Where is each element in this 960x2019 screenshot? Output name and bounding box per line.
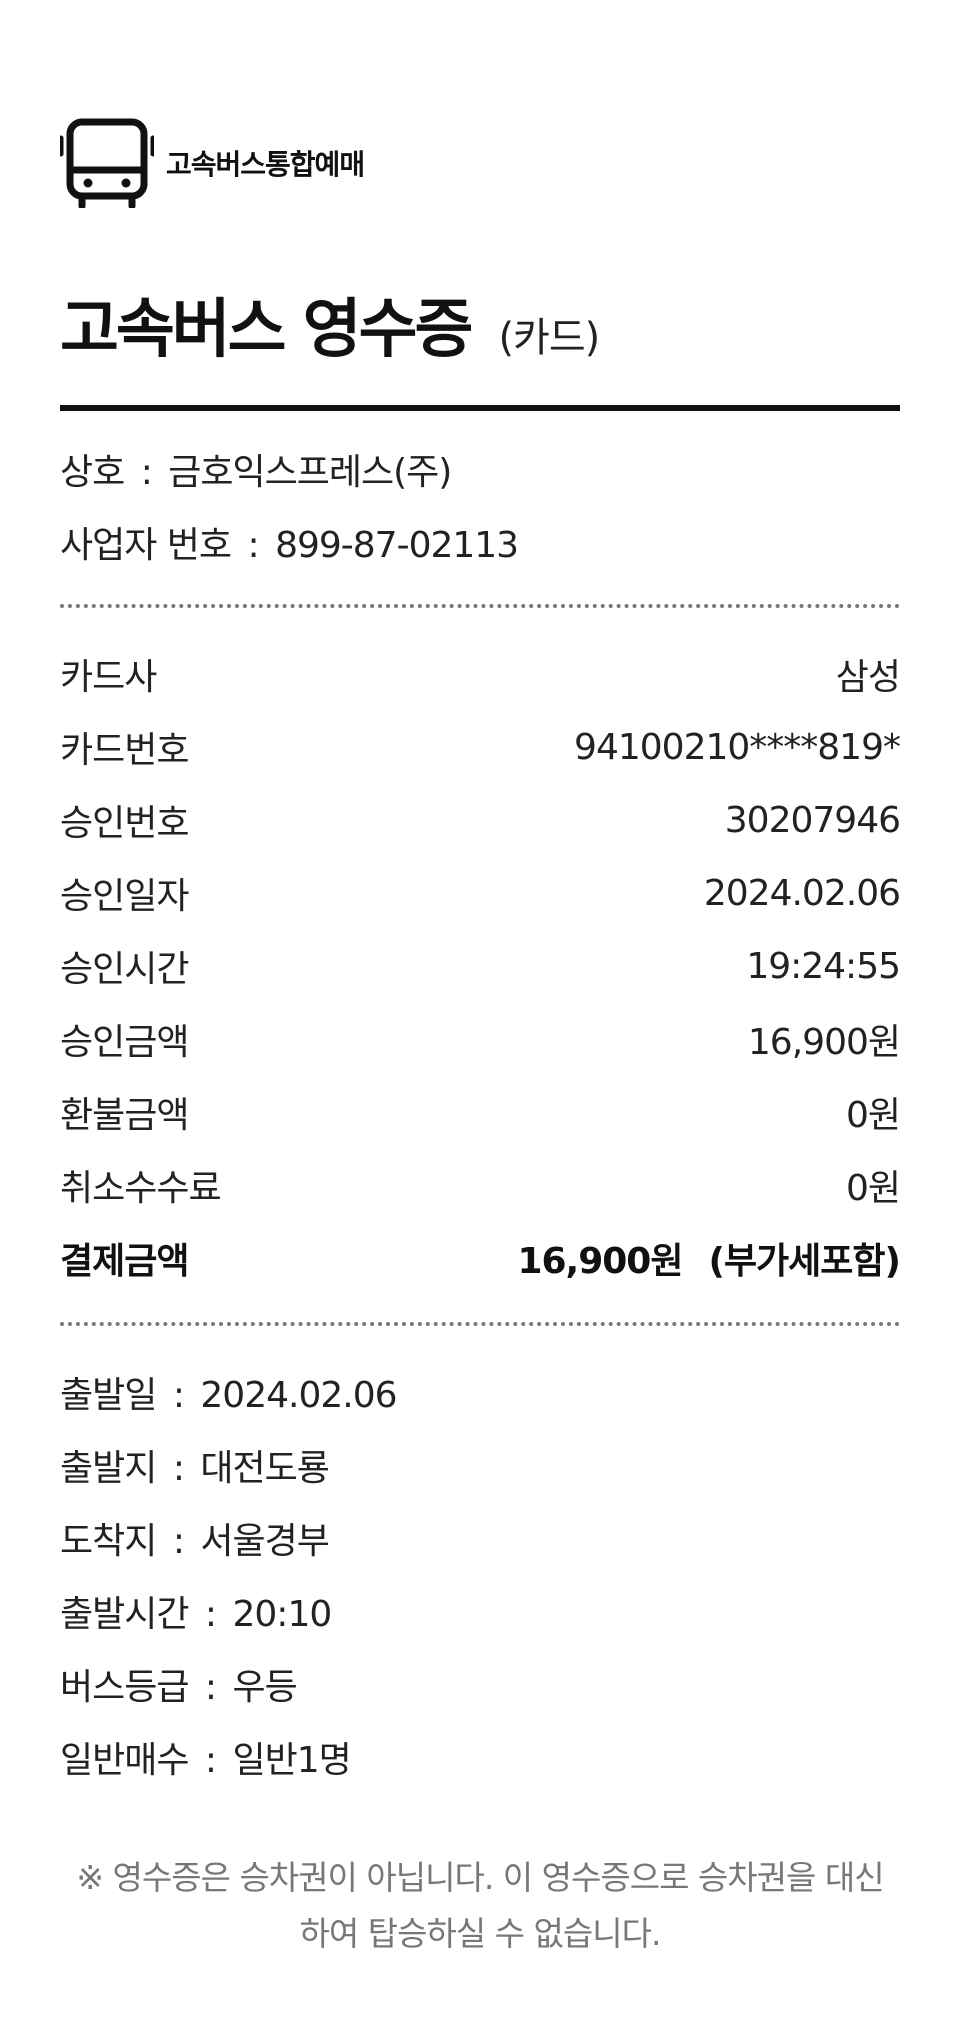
row-value: 2024.02.06 xyxy=(703,872,901,914)
company-line: 상호 : 금호익스프레스(주) xyxy=(60,452,452,493)
total-label: 결제금액 xyxy=(60,1241,189,1282)
row-value: 19:24:55 xyxy=(746,945,901,987)
row-value: 94100210****819* xyxy=(574,726,901,768)
trip-label: 출발시간 xyxy=(60,1594,189,1635)
payment-row: 카드번호 94100210****819* xyxy=(60,721,901,773)
trip-line: 출발일 : 2024.02.06 xyxy=(60,1375,398,1416)
business-number-label: 사업자 번호 xyxy=(60,525,232,566)
row-value: 30207946 xyxy=(724,799,901,841)
company-label: 상호 xyxy=(60,452,125,493)
trip-value: 2024.02.06 xyxy=(200,1375,397,1416)
row-label: 카드사 xyxy=(60,657,157,698)
company-value: 금호익스프레스(주) xyxy=(168,452,452,493)
trip-line: 출발지 : 대전도룡 xyxy=(60,1448,330,1489)
trip-label: 도착지 xyxy=(60,1521,157,1562)
receipt-title-row: 고속버스 영수증 (카드) xyxy=(60,278,600,370)
row-value: 0원 xyxy=(845,1095,901,1136)
row-label: 승인시간 xyxy=(60,949,189,990)
trip-value: 대전도룡 xyxy=(200,1448,329,1489)
row-label: 카드번호 xyxy=(60,730,189,771)
row-label: 승인금액 xyxy=(60,1022,189,1063)
total-row: 결제금액 16,900원 (부가세포함) xyxy=(60,1232,901,1284)
receipt-notice: ※ 영수증은 승차권이 아닙니다. 이 영수증으로 승차권을 대신 하여 탑승하… xyxy=(60,1850,900,1962)
trip-line: 도착지 : 서울경부 xyxy=(60,1521,330,1562)
row-value: 0원 xyxy=(845,1168,901,1209)
total-value-group: 16,900원 (부가세포함) xyxy=(517,1232,901,1284)
trip-value: 일반1명 xyxy=(232,1740,352,1781)
trip-value: 우등 xyxy=(232,1667,298,1708)
payment-row: 취소수수료 0원 xyxy=(60,1159,901,1211)
trip-value: 20:10 xyxy=(232,1594,333,1635)
title-divider xyxy=(60,405,900,411)
trip-line: 일반매수 : 일반1명 xyxy=(60,1740,352,1781)
payment-type-label: (카드) xyxy=(498,315,600,361)
payment-row: 승인시간 19:24:55 xyxy=(60,940,901,992)
payment-row: 승인일자 2024.02.06 xyxy=(60,867,901,919)
payment-row: 승인번호 30207946 xyxy=(60,794,901,846)
row-value: 삼성 xyxy=(835,657,901,698)
row-value: 16,900원 xyxy=(747,1022,901,1063)
page-title: 고속버스 영수증 xyxy=(60,293,473,367)
notice-line: 하여 탑승하실 수 없습니다. xyxy=(299,1914,662,1953)
logo-text: 고속버스통합예매 xyxy=(166,148,365,181)
row-label: 승인일자 xyxy=(60,876,189,917)
brand-logo: 고속버스통합예매 xyxy=(60,118,365,208)
trip-line: 출발시간 : 20:10 xyxy=(60,1594,333,1635)
trip-value: 서울경부 xyxy=(200,1521,329,1562)
business-number-line: 사업자 번호 : 899-87-02113 xyxy=(60,525,519,566)
row-label: 승인번호 xyxy=(60,803,189,844)
payment-row: 카드사 삼성 xyxy=(60,648,901,700)
dotted-divider xyxy=(60,604,900,608)
payment-row: 환불금액 0원 xyxy=(60,1086,901,1138)
trip-label: 버스등급 xyxy=(60,1667,189,1708)
dotted-divider xyxy=(60,1322,900,1326)
trip-label: 일반매수 xyxy=(60,1740,189,1781)
row-label: 취소수수료 xyxy=(60,1168,222,1209)
trip-label: 출발지 xyxy=(60,1448,157,1489)
bus-icon xyxy=(60,118,154,208)
payment-row: 승인금액 16,900원 xyxy=(60,1013,901,1065)
row-label: 환불금액 xyxy=(60,1095,189,1136)
total-value: 16,900원 xyxy=(517,1241,683,1282)
trip-line: 버스등급 : 우등 xyxy=(60,1667,298,1708)
trip-label: 출발일 xyxy=(60,1375,157,1416)
vat-note: (부가세포함) xyxy=(708,1241,901,1282)
business-number-value: 899-87-02113 xyxy=(275,525,519,566)
notice-line: ※ 영수증은 승차권이 아닙니다. 이 영수증으로 승차권을 대신 xyxy=(76,1858,884,1897)
